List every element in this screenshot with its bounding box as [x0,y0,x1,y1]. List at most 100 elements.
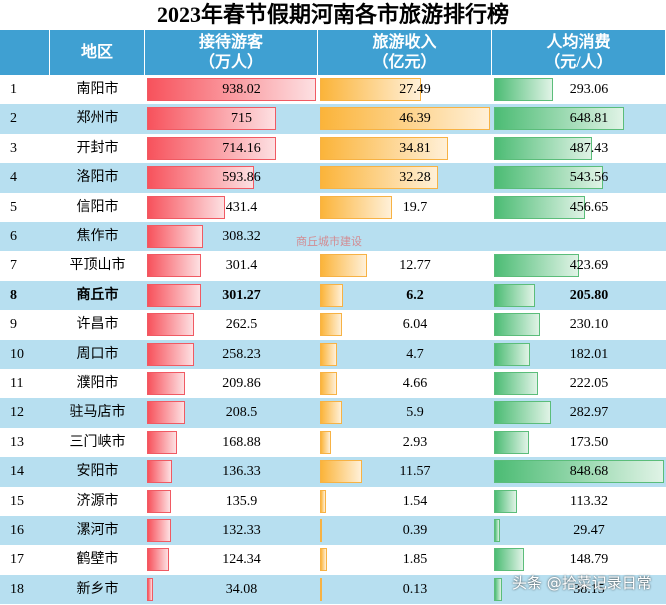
cell-text: 258.23 [222,346,261,362]
table-cell: 19.7 [318,193,492,222]
cell-text: 208.5 [225,405,258,421]
cell-text: 6.04 [402,317,428,333]
data-bar [494,166,603,190]
table-cell: 1 [0,75,50,104]
data-bar [147,577,154,601]
data-bar [494,401,551,425]
table-cell: 12 [0,398,50,427]
cell-text: 郑州市 [76,111,119,127]
cell-text: 12 [10,405,24,421]
data-bar [320,254,367,278]
cell-text: 洛阳市 [76,170,119,186]
table-cell: 301.27 [145,281,318,310]
table-cell: 2.93 [318,428,492,457]
cell-text: 15 [10,493,24,509]
cell-text: 29.47 [573,523,605,538]
table-row: 2 郑州市 715 46.39 648.81 [0,104,666,134]
table-cell: 商丘市 [50,281,145,310]
table-cell: 0.39 [318,516,492,545]
cell-text: 132.33 [222,523,261,538]
table-cell: 4.66 [318,369,492,398]
data-bar [147,519,171,542]
table-cell: 11 [0,369,50,398]
cell-text: 2 [10,111,17,127]
data-bar [494,460,664,484]
table-cell: 4 [0,163,50,192]
table-cell: 38.15 [492,575,666,604]
cell-text: 148.79 [569,552,609,568]
table-cell: 230.10 [492,310,666,339]
table-cell: 平顶山市 [50,251,145,280]
table-cell: 12.77 [318,251,492,280]
data-bar [494,519,500,542]
data-bar [494,430,529,454]
table-cell: 32.28 [318,163,492,192]
cell-text: 136.33 [222,464,261,480]
data-bar [494,372,539,395]
cell-text: 漯河市 [76,523,119,538]
data-bar [320,372,338,395]
table-cell: 5 [0,193,50,222]
table-cell: 132.33 [145,516,318,545]
data-bar [494,489,517,513]
cell-text: 173.50 [569,434,609,450]
data-bar [147,430,178,454]
table-row: 16 漯河市 132.33 0.39 29.47 [0,516,666,546]
data-bar [320,107,490,131]
table-row: 8 商丘市 301.27 6.2 205.80 [0,280,666,311]
cell-text: 开封市 [76,140,119,156]
table-cell: 9 [0,310,50,339]
table-cell: 124.34 [145,545,318,574]
data-bar [494,548,524,572]
table-cell: 222.05 [492,369,666,398]
data-bar [320,342,338,366]
table-row: 3 开封市 714.16 34.81 487.43 [0,133,666,164]
table-cell: 543.56 [492,163,666,192]
table-cell: 168.88 [145,428,318,457]
table-cell: 3 [0,134,50,163]
cell-text: 安阳市 [76,464,119,480]
table-cell: 4.7 [318,340,492,369]
table-row: 11 濮阳市 209.86 4.66 222.05 [0,369,666,399]
data-bar [320,548,327,572]
cell-text: 平顶山市 [69,258,126,274]
cell-text: 12.77 [399,258,431,274]
cell-text: 38.15 [573,581,605,597]
table-cell: 262.5 [145,310,318,339]
header-cell: 地区 [50,30,145,75]
table-cell: 34.81 [318,134,492,163]
table-cell: 209.86 [145,369,318,398]
table-cell: 423.69 [492,251,666,280]
data-bar [320,166,439,190]
cell-text: 205.80 [569,287,609,303]
cell-text: 715 [231,111,252,127]
table-row: 7 平顶山市 301.4 12.77 423.69 [0,251,666,281]
cell-text: 4.7 [406,346,424,362]
table-row: 4 洛阳市 593.86 32.28 543.56 [0,163,666,193]
data-bar [494,107,624,131]
table-cell: 258.23 [145,340,318,369]
cell-text: 1.85 [402,552,428,568]
data-bar [147,460,172,484]
table-row: 9 许昌市 262.5 6.04 230.10 [0,310,666,340]
cell-text: 商丘市 [76,287,119,303]
table-cell: 洛阳市 [50,163,145,192]
cell-text: 27.49 [399,82,431,97]
table-row: 10 周口市 258.23 4.7 182.01 [0,339,666,369]
cell-text: 938.02 [222,82,261,97]
cell-text: 32.28 [399,170,431,186]
cell-text: 308.32 [222,229,261,244]
table-cell: 6 [0,222,50,251]
cell-text: 信阳市 [76,199,119,215]
cell-text: 301.4 [225,258,258,274]
data-bar [494,254,579,278]
cell-text: 487.43 [569,140,609,156]
cell-text: 543.56 [569,170,609,186]
watermark: 商丘城市建设 [296,236,362,248]
table-cell: 7 [0,251,50,280]
data-bar [494,577,502,601]
data-bar [147,401,185,425]
cell-text: 182.01 [569,346,609,362]
table-cell: 136.33 [145,457,318,486]
cell-text: 4 [10,170,17,186]
